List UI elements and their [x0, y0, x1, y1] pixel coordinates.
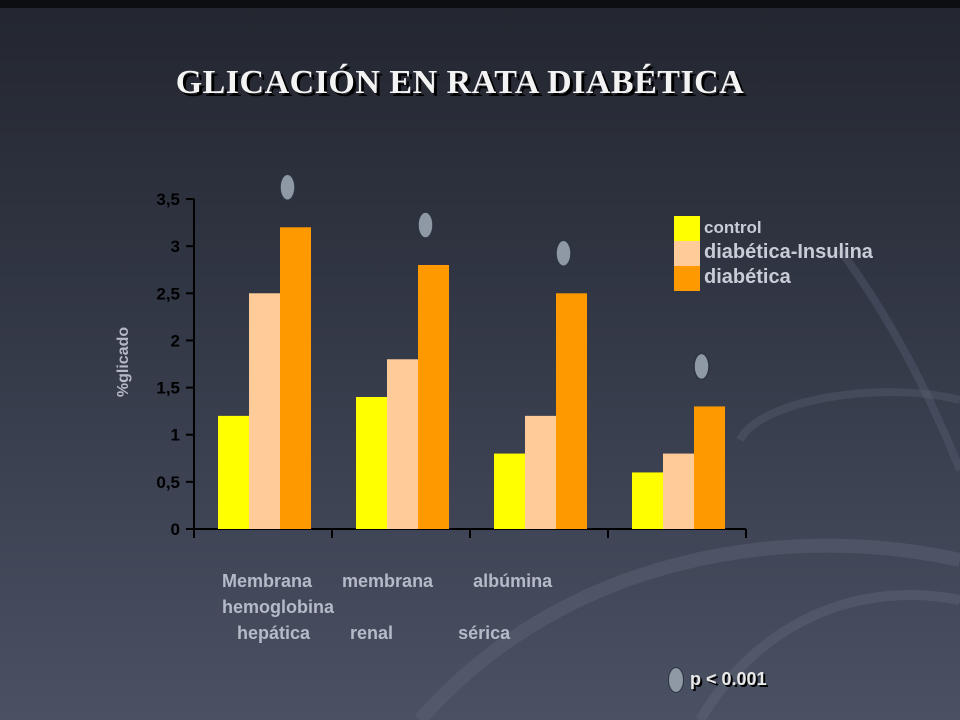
bar-diab-tica-insulina-4: [663, 453, 694, 529]
significance-marker-icon: [668, 667, 684, 693]
legend-label-diabetica-insulina: diabética-Insulina: [704, 241, 873, 263]
y-axis-label: %glicado: [115, 327, 132, 397]
category-label-line-3: hepática renal sérica: [222, 623, 511, 643]
bar-diab-tica-3: [556, 293, 587, 529]
bar-diab-tica-2: [418, 265, 449, 529]
bar-diab-tica-insulina-1: [249, 293, 280, 529]
category-label-line-2: hemoglobina: [222, 597, 334, 617]
category-label-line-1: Membrana membrana albúmina: [222, 571, 553, 591]
category-labels: Membrana membrana albúmina hemoglobina h…: [222, 568, 552, 646]
y-tick-label: 1,5: [156, 379, 180, 398]
top-bar: [0, 0, 960, 8]
y-tick-label: 3,5: [156, 190, 180, 209]
bar-diab-tica-insulina-2: [387, 359, 418, 529]
bar-control-1: [218, 415, 249, 529]
legend-swatch-diabetica-insulina: [674, 241, 700, 266]
bar-diab-tica-insulina-3: [525, 415, 556, 529]
legend-swatch-diabetica: [674, 266, 700, 291]
slide-title: GLICACIÓN EN RATA DIABÉTICA: [175, 64, 745, 101]
significance-marker-3: [555, 239, 572, 268]
y-tick-label: 1: [171, 426, 180, 445]
y-tick-label: 0,5: [156, 473, 180, 492]
y-tick-label: 2: [171, 331, 180, 350]
y-tick-label: 3: [171, 237, 180, 256]
significance-marker-4: [693, 352, 710, 381]
bar-control-3: [494, 453, 525, 529]
significance-marker-1: [279, 173, 296, 202]
bar-diab-tica-1: [280, 227, 311, 530]
significance-marker-2: [417, 211, 434, 239]
y-tick-label: 2,5: [156, 284, 180, 303]
y-tick-label: 0: [171, 520, 180, 539]
legend-label-control: control: [704, 218, 762, 237]
bar-diab-tica-4: [694, 406, 725, 529]
significance-note-text: p < 0.001: [690, 669, 767, 689]
bar-control-2: [356, 397, 387, 529]
legend-label-diabetica: diabética: [704, 266, 791, 288]
legend-swatch-control: [674, 216, 700, 241]
bar-control-4: [632, 472, 663, 529]
